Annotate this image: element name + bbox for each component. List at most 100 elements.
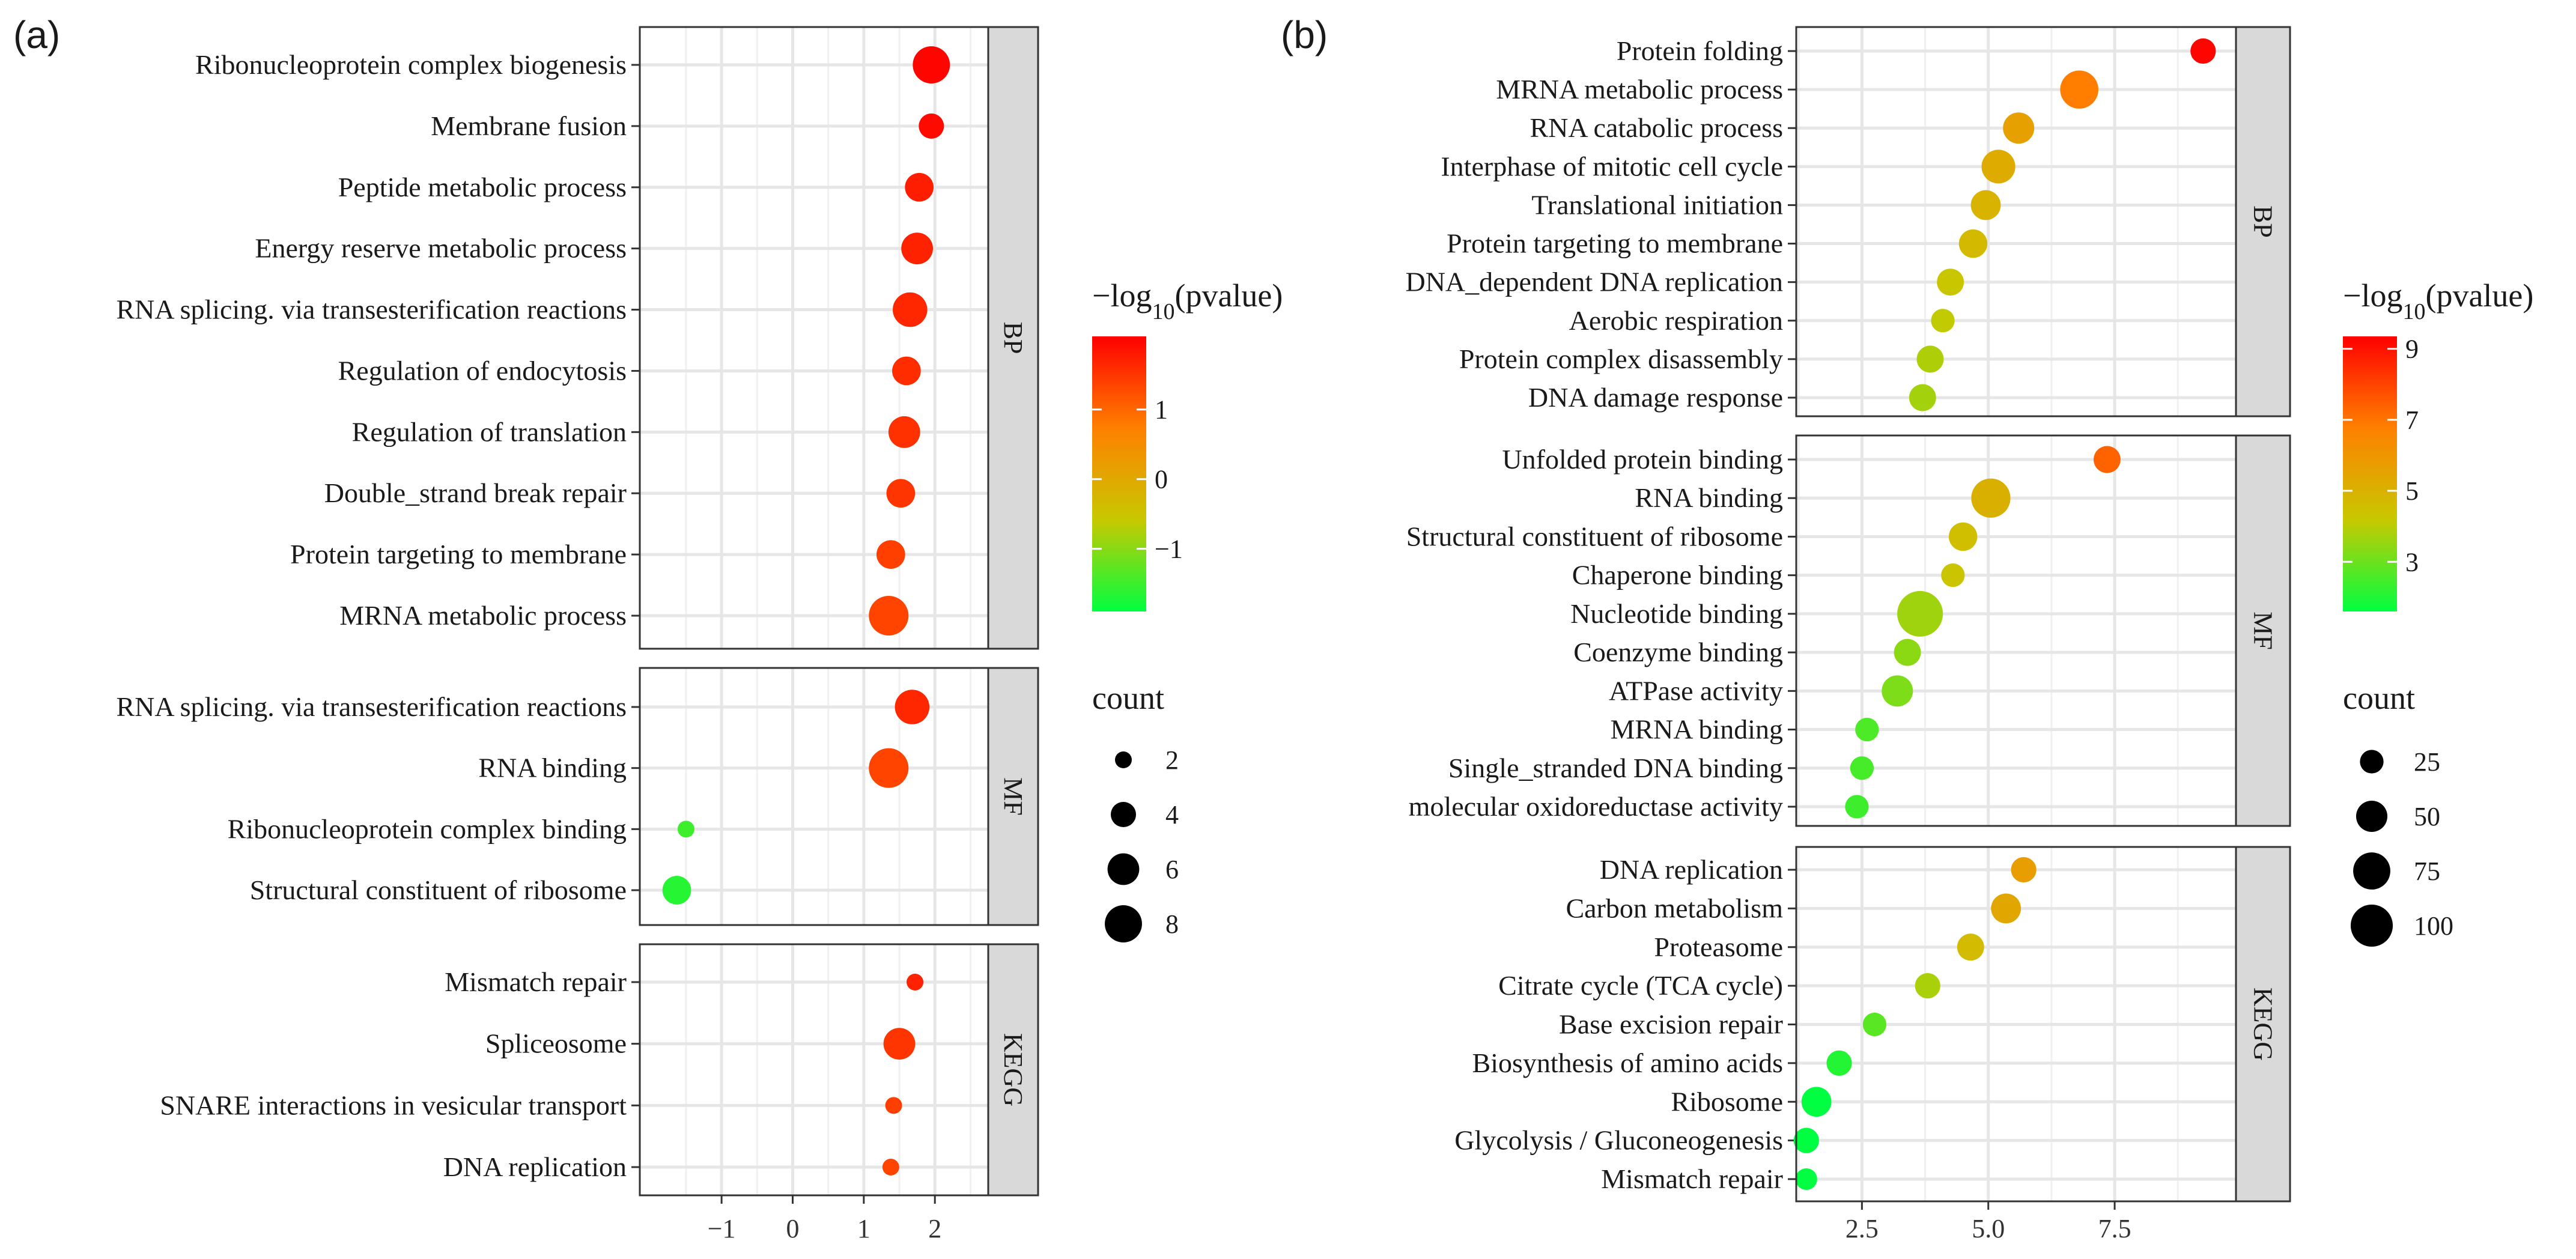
x-tick-label: 2.5 xyxy=(1845,1214,1879,1243)
term-label: Single_stranded DNA binding xyxy=(1448,753,1783,783)
data-point xyxy=(2011,857,2037,883)
data-point xyxy=(1845,795,1869,819)
data-point xyxy=(869,596,909,636)
term-label: Protein targeting to membrane xyxy=(290,539,627,569)
size-legend-label: 8 xyxy=(1165,909,1179,939)
data-point xyxy=(919,113,944,139)
size-legend-dot xyxy=(1107,853,1140,885)
color-legend-tick-label: 5 xyxy=(2405,476,2419,506)
data-point xyxy=(1948,522,1978,551)
term-label: Mismatch repair xyxy=(1601,1163,1783,1194)
data-point xyxy=(1855,717,1879,742)
color-legend-title-subscript: 10 xyxy=(2402,299,2425,324)
data-point xyxy=(907,974,924,991)
facet-background xyxy=(640,944,988,1195)
data-point xyxy=(885,1097,902,1114)
data-point xyxy=(1795,1168,1817,1190)
data-point xyxy=(662,876,691,905)
term-label: MRNA binding xyxy=(1610,714,1783,745)
size-legend-title: count xyxy=(1092,680,1164,716)
term-label: Spliceosome xyxy=(485,1028,627,1059)
term-label: Regulation of translation xyxy=(352,416,627,447)
data-point xyxy=(892,356,921,386)
data-point xyxy=(1882,675,1913,707)
term-label: ATPase activity xyxy=(1609,675,1783,706)
term-label: Glycolysis / Gluconeogenesis xyxy=(1454,1125,1783,1156)
term-label: Membrane fusion xyxy=(431,111,627,141)
term-label: Protein targeting to membrane xyxy=(1447,228,1783,259)
size-legend-dot xyxy=(2350,904,2393,947)
panel-a: (a) Ribonucleoprotein complex biogenesis M… xyxy=(13,13,1283,1243)
facet-strip xyxy=(987,26,1039,650)
facet-bp: Ribonucleoprotein complex biogenesis Memb… xyxy=(117,26,1039,650)
term-label: DNA_dependent DNA replication xyxy=(1405,267,1783,297)
data-point xyxy=(883,1028,916,1060)
term-label: molecular oxidoreductase activity xyxy=(1409,791,1783,822)
term-label: Double_strand break repair xyxy=(324,478,627,508)
color-legend-title: −log10(pvalue) xyxy=(1092,278,1283,324)
data-point xyxy=(888,416,920,448)
data-point xyxy=(1916,345,1944,373)
data-point xyxy=(913,46,950,83)
x-tick-label: 2 xyxy=(928,1214,941,1243)
size-legend-label: 50 xyxy=(2414,802,2440,831)
data-point xyxy=(905,172,934,202)
data-point xyxy=(882,1159,899,1176)
facet-strip xyxy=(987,667,1039,926)
data-point xyxy=(2190,38,2216,64)
data-point xyxy=(2093,446,2121,473)
color-legend-tick-label: 3 xyxy=(2405,547,2419,577)
data-point xyxy=(1826,1050,1852,1076)
color-legend-title-rest: (pvalue) xyxy=(2425,278,2533,314)
term-label: Protein complex disassembly xyxy=(1459,344,1783,374)
data-point xyxy=(1941,563,1965,587)
x-tick-label: 5.0 xyxy=(1972,1214,2005,1243)
term-label: Base excision repair xyxy=(1559,1009,1783,1040)
data-point xyxy=(1850,756,1874,780)
color-legend-tick-label: 9 xyxy=(2405,335,2419,364)
color-legend-tick-label: 7 xyxy=(2405,405,2419,435)
color-legend-bar xyxy=(2343,336,2397,611)
facet-strip-label: BP xyxy=(998,322,1028,354)
term-label: Structural constituent of ribosome xyxy=(1406,521,1783,551)
size-legend-label: 75 xyxy=(2414,857,2440,886)
term-label: Ribonucleoprotein complex biogenesis xyxy=(195,49,627,80)
size-legend-title: count xyxy=(2343,680,2415,716)
panel-b: (b) Protein folding MRNA metabolic process… xyxy=(1281,13,2533,1243)
term-label: Regulation of endocytosis xyxy=(338,355,627,386)
data-point xyxy=(901,232,934,265)
term-label: RNA binding xyxy=(478,753,627,783)
term-label: Structural constituent of ribosome xyxy=(250,875,627,905)
panel-letter: (a) xyxy=(13,13,60,56)
term-label: Unfolded protein binding xyxy=(1502,444,1783,475)
facet-mf: RNA splicing. via transesterification re… xyxy=(117,667,1039,926)
color-legend-tick-label: −1 xyxy=(1155,535,1183,564)
data-point xyxy=(2060,70,2098,109)
term-label: Coenzyme binding xyxy=(1573,637,1783,667)
term-label: Peptide metabolic process xyxy=(338,172,627,202)
facet-strip xyxy=(2235,434,2291,827)
facet-strip xyxy=(2235,26,2291,417)
facet-strip-label: KEGG xyxy=(998,1033,1028,1106)
facet-strip-label: KEGG xyxy=(2249,987,2278,1061)
term-label: SNARE interactions in vesicular transpor… xyxy=(160,1090,627,1120)
panel-letter: (b) xyxy=(1281,13,1328,56)
facet-kegg: Mismatch repair Spliceosome SNARE interact… xyxy=(160,943,1039,1197)
term-label: Carbon metabolism xyxy=(1566,893,1783,923)
facet-strip xyxy=(2235,846,2291,1203)
term-label: Ribonucleoprotein complex binding xyxy=(228,813,627,844)
data-point xyxy=(1894,639,1921,666)
data-point xyxy=(2003,112,2035,144)
data-point xyxy=(869,748,909,788)
size-legend-label: 6 xyxy=(1165,855,1179,884)
color-legend-title-subscript: 10 xyxy=(1152,299,1174,324)
size-legend-label: 2 xyxy=(1165,745,1179,775)
color-legend-title-base: −log xyxy=(2343,278,2402,314)
size-legend-dot xyxy=(2353,852,2390,890)
term-label: Biosynthesis of amino acids xyxy=(1472,1048,1783,1078)
data-point xyxy=(677,821,694,838)
data-point xyxy=(1981,150,2016,184)
x-tick-label: 1 xyxy=(857,1214,870,1243)
size-legend-dot xyxy=(2360,750,2384,774)
